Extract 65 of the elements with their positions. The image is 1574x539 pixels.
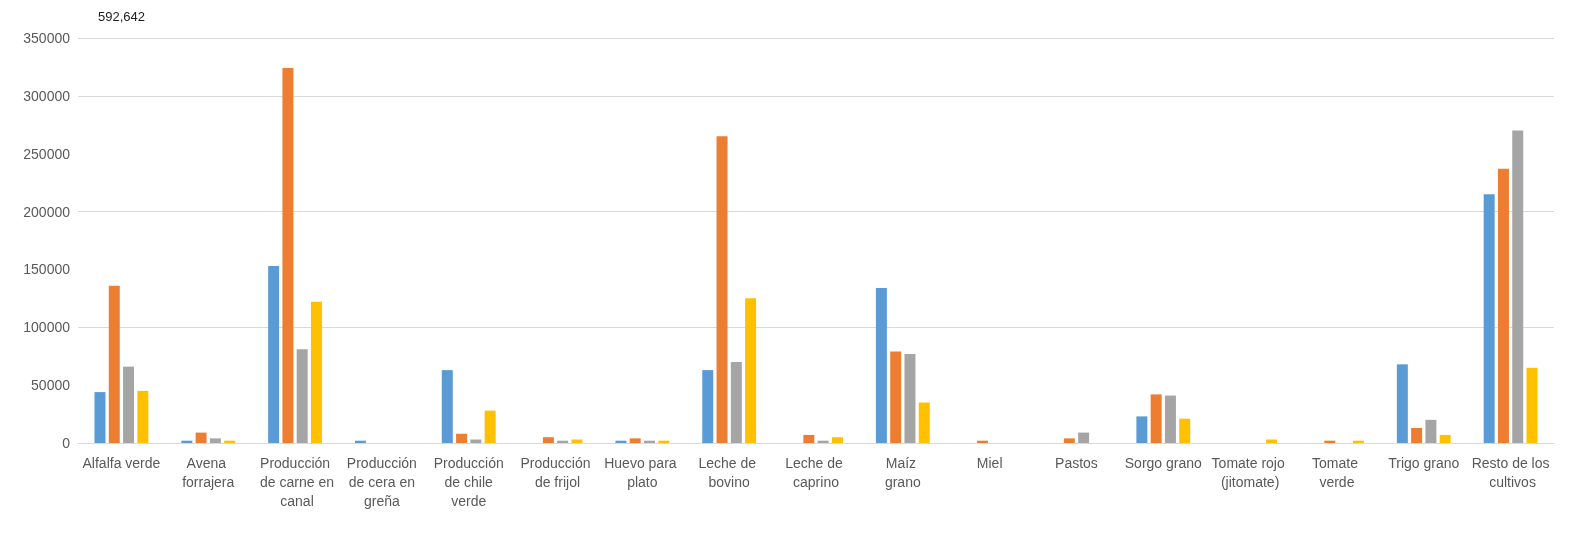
x-tick-label: Producción de chile verde <box>433 454 504 509</box>
x-tick-label: Producción de frijol <box>520 454 591 490</box>
x-tick-label: Trigo grano <box>1388 454 1460 471</box>
y-tick-label: 250000 <box>23 145 71 162</box>
bar <box>730 362 742 443</box>
bar <box>282 68 294 443</box>
bar <box>745 298 757 443</box>
bar <box>310 301 322 443</box>
x-tick-label: Leche de bovino <box>698 454 760 490</box>
bar <box>1164 395 1176 443</box>
bar <box>484 410 496 443</box>
bar <box>209 438 221 443</box>
bar <box>831 437 843 443</box>
bar <box>94 392 106 443</box>
y-tick-label: 200000 <box>23 203 71 220</box>
x-tick-label: Resto de los cultivos <box>1471 454 1550 490</box>
y-tick-label: 100000 <box>23 319 71 336</box>
x-tick-label: Miel <box>976 454 1003 471</box>
y-tick-label: 150000 <box>23 261 71 278</box>
x-tick-label: Huevo para plato <box>604 454 681 490</box>
bar <box>195 432 207 443</box>
bar <box>542 437 554 443</box>
bar <box>1396 364 1408 443</box>
bar <box>875 287 887 443</box>
bar <box>1179 418 1191 443</box>
text: 592,642 <box>98 9 145 24</box>
x-tick-label: Avena forrajera <box>182 454 235 490</box>
y-tick-label: 350000 <box>23 30 71 46</box>
y-tick-label: 0 <box>62 435 71 451</box>
bar <box>123 366 135 443</box>
bar <box>456 433 468 443</box>
bar <box>1483 194 1495 443</box>
x-tick-label: Alfalfa verde <box>82 454 161 471</box>
x-tick-label: Leche de caprino <box>785 454 847 490</box>
bar <box>629 438 641 443</box>
bar <box>1497 168 1509 443</box>
bar <box>108 285 120 443</box>
bar <box>1512 130 1524 443</box>
bar <box>1136 416 1148 443</box>
bar <box>137 390 149 443</box>
x-tick-label: Producción de cera en greña <box>344 454 419 509</box>
bar <box>296 349 308 443</box>
bar <box>1078 432 1090 443</box>
bar <box>918 402 930 443</box>
bar <box>1063 438 1075 443</box>
bar <box>803 434 815 443</box>
bar <box>268 265 280 443</box>
bar <box>1439 434 1451 443</box>
bar <box>1150 394 1162 443</box>
bar <box>441 370 453 443</box>
bar <box>1425 419 1437 443</box>
bar <box>716 136 728 443</box>
x-tick-label: Tomate rojo (jitomate) <box>1211 454 1289 490</box>
bar <box>904 353 916 443</box>
bar <box>1411 427 1423 443</box>
x-tick-label: Tomate verde <box>1312 454 1362 490</box>
bar <box>1526 367 1538 443</box>
bar <box>702 370 714 443</box>
y-tick-label: 300000 <box>23 87 71 104</box>
x-tick-label: Pastos <box>1055 454 1098 471</box>
y-tick-label: 50000 <box>31 377 71 394</box>
x-tick-label: Sorgo grano <box>1124 454 1203 471</box>
x-tick-label: Maíz grano <box>884 454 921 490</box>
bar <box>890 351 902 443</box>
x-tick-label: Producción de carne en canal <box>256 454 334 509</box>
